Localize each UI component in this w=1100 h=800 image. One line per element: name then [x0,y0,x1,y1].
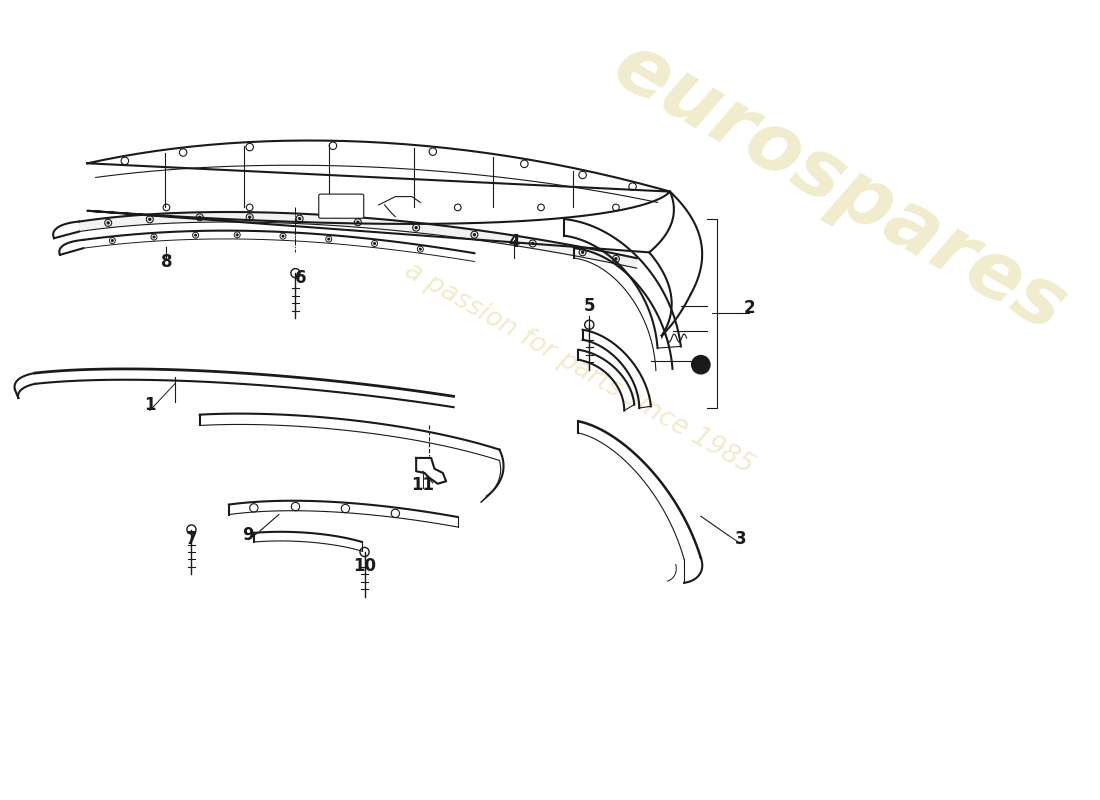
Polygon shape [79,212,637,268]
Circle shape [153,236,155,238]
Circle shape [692,355,710,374]
Circle shape [298,218,300,220]
Circle shape [415,226,417,229]
Text: 4: 4 [508,233,520,250]
Circle shape [283,235,284,237]
Circle shape [148,218,151,220]
Text: 6: 6 [296,269,307,287]
Text: eurospares: eurospares [600,26,1079,349]
Circle shape [328,238,330,240]
Circle shape [582,251,584,254]
Polygon shape [87,141,674,252]
Circle shape [473,234,475,236]
Circle shape [236,234,238,236]
Text: 7: 7 [186,530,197,548]
Text: 1: 1 [144,397,155,414]
Text: a passion for parts since 1985: a passion for parts since 1985 [399,258,758,479]
Circle shape [531,242,534,245]
Text: 8: 8 [161,253,173,270]
Text: 10: 10 [353,557,376,575]
Circle shape [199,216,201,218]
Text: 5: 5 [583,297,595,314]
Circle shape [374,242,375,244]
Circle shape [419,248,421,250]
Circle shape [111,240,113,242]
Circle shape [615,258,617,260]
FancyBboxPatch shape [319,194,364,218]
Circle shape [107,222,109,224]
Circle shape [249,216,251,218]
Text: 2: 2 [744,299,755,317]
Circle shape [195,234,197,236]
Text: 3: 3 [735,530,747,548]
Polygon shape [416,458,447,484]
Circle shape [356,222,359,223]
Text: 11: 11 [411,475,434,494]
Text: 9: 9 [242,526,254,543]
